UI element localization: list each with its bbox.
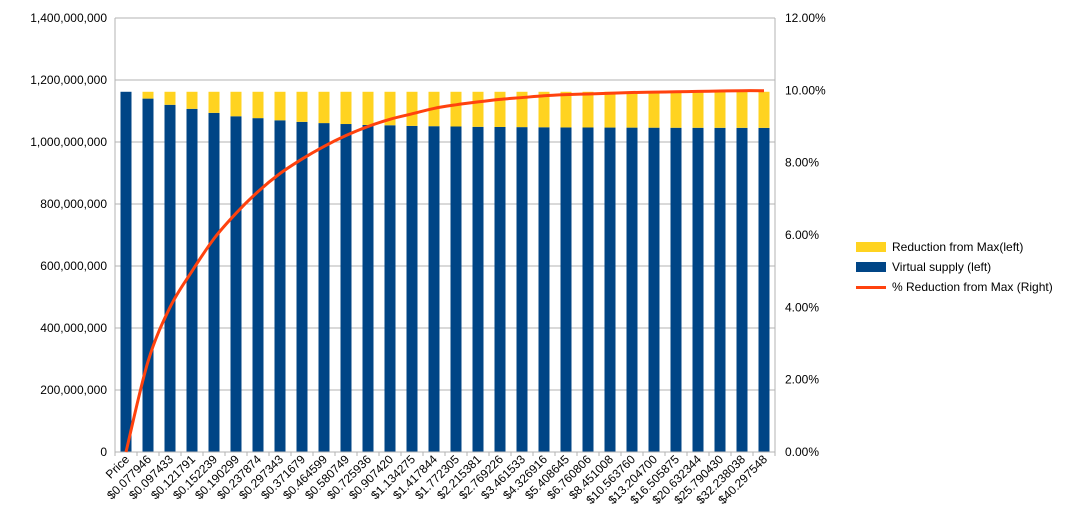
left-tick-label: 800,000,000 bbox=[40, 197, 107, 211]
bar-virtual-supply bbox=[670, 127, 682, 453]
legend-item-percent-reduction: % Reduction from Max (Right) bbox=[856, 277, 1053, 297]
bar-virtual-supply bbox=[208, 112, 220, 453]
bar-reduction bbox=[648, 91, 660, 128]
bar-virtual-supply bbox=[472, 126, 484, 452]
right-tick-label: 2.00% bbox=[785, 373, 819, 387]
bar-virtual-supply bbox=[230, 116, 242, 453]
bar-virtual-supply bbox=[714, 127, 726, 452]
bar-virtual-supply bbox=[142, 98, 154, 452]
legend: Reduction from Max(left) Virtual supply … bbox=[856, 237, 1053, 297]
bar-virtual-supply bbox=[406, 125, 418, 452]
bar-virtual-supply bbox=[516, 127, 528, 453]
right-tick-label: 10.00% bbox=[785, 83, 826, 97]
bar-reduction bbox=[296, 91, 308, 122]
bar-virtual-supply bbox=[186, 108, 198, 452]
bar-reduction bbox=[142, 91, 154, 99]
left-tick-label: 1,200,000,000 bbox=[30, 73, 107, 87]
bar-virtual-supply bbox=[604, 127, 616, 452]
right-tick-label: 12.00% bbox=[785, 11, 826, 25]
bar-virtual-supply bbox=[340, 124, 352, 453]
right-tick-label: 6.00% bbox=[785, 228, 819, 242]
bar-reduction bbox=[164, 91, 176, 105]
bar-virtual-supply bbox=[120, 91, 132, 452]
left-tick-label: 400,000,000 bbox=[40, 321, 107, 335]
bar-reduction bbox=[208, 91, 220, 113]
legend-item-virtual-supply: Virtual supply (left) bbox=[856, 257, 1053, 277]
bar-virtual-supply bbox=[362, 124, 374, 452]
bar-reduction bbox=[406, 91, 418, 126]
bar-virtual-supply bbox=[318, 123, 330, 452]
bar-reduction bbox=[318, 91, 330, 124]
bar-reduction bbox=[604, 91, 616, 128]
bar-virtual-supply bbox=[582, 127, 594, 452]
legend-swatch bbox=[856, 262, 886, 272]
bar-reduction bbox=[472, 91, 484, 127]
legend-label: Reduction from Max(left) bbox=[892, 240, 1024, 254]
bar-virtual-supply bbox=[296, 121, 308, 452]
bar-reduction bbox=[692, 91, 704, 128]
bar-reduction bbox=[758, 91, 770, 128]
left-tick-label: 1,000,000,000 bbox=[30, 135, 107, 149]
bar-reduction bbox=[538, 91, 550, 128]
bar-virtual-supply bbox=[252, 118, 264, 452]
bar-reduction bbox=[494, 91, 506, 127]
line-series bbox=[124, 89, 765, 453]
bar-reduction bbox=[560, 91, 572, 128]
legend-label: Virtual supply (left) bbox=[892, 260, 992, 274]
bar-virtual-supply bbox=[692, 127, 704, 452]
bar-reduction bbox=[714, 91, 726, 128]
bar-reduction bbox=[340, 91, 352, 125]
bar-virtual-supply bbox=[428, 126, 440, 452]
bar-reduction bbox=[582, 91, 594, 128]
bar-virtual-supply bbox=[274, 120, 286, 453]
left-tick-label: 200,000,000 bbox=[40, 383, 107, 397]
legend-swatch bbox=[856, 242, 886, 252]
bar-virtual-supply bbox=[538, 127, 550, 453]
right-tick-label: 4.00% bbox=[785, 300, 819, 314]
bar-reduction bbox=[362, 91, 374, 125]
bar-reduction bbox=[736, 91, 748, 128]
bar-reduction bbox=[516, 91, 528, 128]
bar-reduction bbox=[230, 91, 242, 117]
right-tick-label: 0.00% bbox=[785, 445, 819, 459]
left-tick-label: 600,000,000 bbox=[40, 259, 107, 273]
left-tick-label: 0 bbox=[100, 445, 107, 459]
bar-reduction bbox=[384, 91, 396, 126]
bar-reduction bbox=[274, 91, 286, 121]
bar-reduction bbox=[626, 91, 638, 128]
gridlines bbox=[115, 17, 775, 391]
bar-virtual-supply bbox=[494, 126, 506, 452]
bar-reduction bbox=[252, 91, 264, 119]
axes bbox=[114, 18, 776, 456]
left-tick-label: 1,400,000,000 bbox=[30, 11, 107, 25]
bar-reduction bbox=[186, 91, 198, 109]
bar-virtual-supply bbox=[560, 127, 572, 453]
bars bbox=[120, 91, 770, 453]
bar-virtual-supply bbox=[758, 127, 770, 452]
bar-virtual-supply bbox=[164, 104, 176, 453]
right-tick-label: 8.00% bbox=[785, 156, 819, 170]
bar-reduction bbox=[670, 91, 682, 128]
bar-reduction bbox=[450, 91, 462, 127]
percent-reduction-line bbox=[124, 89, 765, 453]
legend-item-reduction: Reduction from Max(left) bbox=[856, 237, 1053, 257]
legend-label: % Reduction from Max (Right) bbox=[892, 280, 1053, 294]
bar-virtual-supply bbox=[450, 126, 462, 452]
bar-virtual-supply bbox=[384, 125, 396, 452]
bar-virtual-supply bbox=[626, 127, 638, 452]
legend-swatch bbox=[856, 285, 886, 289]
bar-virtual-supply bbox=[648, 127, 660, 452]
bar-virtual-supply bbox=[736, 127, 748, 452]
